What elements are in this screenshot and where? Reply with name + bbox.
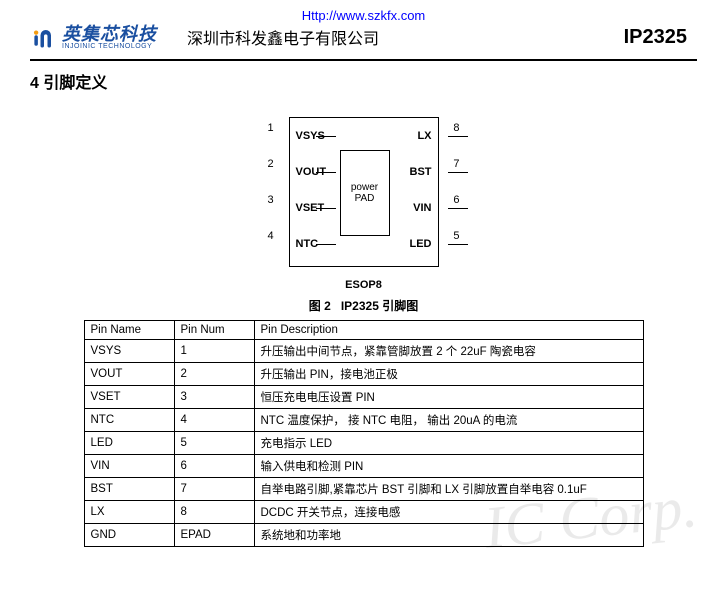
pin-name-cell: VSET (84, 386, 174, 409)
pin-desc-cell: 升压输出 PIN，接电池正极 (254, 363, 643, 386)
table-row: BST7自举电路引脚,紧靠芯片 BST 引脚和 LX 引脚放置自举电容 0.1u… (84, 478, 643, 501)
header-row: 英集芯科技 INJOINIC TECHNOLOGY 深圳市科发鑫电子有限公司 I… (0, 23, 727, 57)
table-row: GNDEPAD系统地和功率地 (84, 524, 643, 547)
pin-num-cell: 1 (174, 340, 254, 363)
header-url: Http://www.szkfx.com (0, 0, 727, 23)
pin-num-cell: 8 (174, 501, 254, 524)
pin-name-cell: VSYS (84, 340, 174, 363)
pin-number: 7 (453, 158, 459, 170)
pin-label: VOUT (296, 166, 327, 178)
logo-text-cn: 英集芯科技 (62, 25, 157, 43)
pin-name-cell: VOUT (84, 363, 174, 386)
table-row: NTC4NTC 温度保护， 接 NTC 电阻， 输出 20uA 的电流 (84, 409, 643, 432)
pin-num-cell: 7 (174, 478, 254, 501)
table-row: VOUT2升压输出 PIN，接电池正极 (84, 363, 643, 386)
pin-desc-cell: DCDC 开关节点，连接电感 (254, 501, 643, 524)
pin-name-cell: VIN (84, 455, 174, 478)
pin-label: VIN (413, 202, 431, 214)
pin-number: 8 (453, 122, 459, 134)
pin-number: 4 (268, 230, 274, 242)
section-title: 4 引脚定义 (0, 69, 727, 93)
pin-name-cell: GND (84, 524, 174, 547)
company-name: 深圳市科发鑫电子有限公司 (187, 25, 379, 49)
table-row: LX8DCDC 开关节点，连接电感 (84, 501, 643, 524)
package-label: ESOP8 (259, 279, 469, 291)
company-logo: 英集芯科技 INJOINIC TECHNOLOGY (30, 23, 157, 51)
table-header-row: Pin Name Pin Num Pin Description (84, 321, 643, 340)
pin-definition-table: Pin Name Pin Num Pin Description VSYS1升压… (84, 320, 644, 547)
pin-num-cell: 3 (174, 386, 254, 409)
pin-desc-cell: 恒压充电电压设置 PIN (254, 386, 643, 409)
table-header: Pin Description (254, 321, 643, 340)
chip-diagram: power PAD 1 VSYS 2 VOUT 3 VSET 4 NTC LX 8 BST… (259, 117, 469, 291)
pin-number: 3 (268, 194, 274, 206)
pin-num-cell: EPAD (174, 524, 254, 547)
pin-label: VSYS (296, 130, 325, 142)
pin-desc-cell: 系统地和功率地 (254, 524, 643, 547)
pin-name-cell: LED (84, 432, 174, 455)
pin-number: 6 (453, 194, 459, 206)
table-row: VSYS1升压输出中间节点，紧靠管脚放置 2 个 22uF 陶瓷电容 (84, 340, 643, 363)
pin-num-cell: 5 (174, 432, 254, 455)
figure-text: IP2325 引脚图 (341, 299, 418, 313)
pin-num-cell: 4 (174, 409, 254, 432)
section-heading: 引脚定义 (43, 75, 107, 92)
pin-desc-cell: 升压输出中间节点，紧靠管脚放置 2 个 22uF 陶瓷电容 (254, 340, 643, 363)
section-number: 4 (30, 75, 39, 92)
pin-name-cell: NTC (84, 409, 174, 432)
pin-name-cell: LX (84, 501, 174, 524)
pin-number: 2 (268, 158, 274, 170)
pin-num-cell: 6 (174, 455, 254, 478)
table-row: LED5充电指示 LED (84, 432, 643, 455)
logo-text-en: INJOINIC TECHNOLOGY (62, 43, 157, 50)
pin-label: LX (417, 130, 431, 142)
pin-number: 5 (453, 230, 459, 242)
pin-label: NTC (296, 238, 319, 250)
pin-label: LED (410, 238, 432, 250)
logo-icon (30, 23, 58, 51)
pin-num-cell: 2 (174, 363, 254, 386)
pin-number: 1 (268, 122, 274, 134)
pin-desc-cell: 自举电路引脚,紧靠芯片 BST 引脚和 LX 引脚放置自举电容 0.1uF (254, 478, 643, 501)
figure-prefix: 图 2 (309, 299, 331, 313)
part-number: IP2325 (624, 26, 687, 49)
pin-label: VSET (296, 202, 325, 214)
pin-name-cell: BST (84, 478, 174, 501)
table-row: VIN6输入供电和检测 PIN (84, 455, 643, 478)
figure-caption: 图 2 IP2325 引脚图 (0, 297, 727, 314)
table-header: Pin Num (174, 321, 254, 340)
table-header: Pin Name (84, 321, 174, 340)
pin-desc-cell: 输入供电和检测 PIN (254, 455, 643, 478)
table-row: VSET3恒压充电电压设置 PIN (84, 386, 643, 409)
header-divider (30, 59, 697, 61)
chip-epad: power PAD (340, 150, 390, 236)
pin-desc-cell: 充电指示 LED (254, 432, 643, 455)
chip-body: power PAD 1VSYS 2VOUT 3VSET 4NTC LX8 BST… (289, 117, 439, 267)
pin-label: BST (410, 166, 432, 178)
pin-desc-cell: NTC 温度保护， 接 NTC 电阻， 输出 20uA 的电流 (254, 409, 643, 432)
